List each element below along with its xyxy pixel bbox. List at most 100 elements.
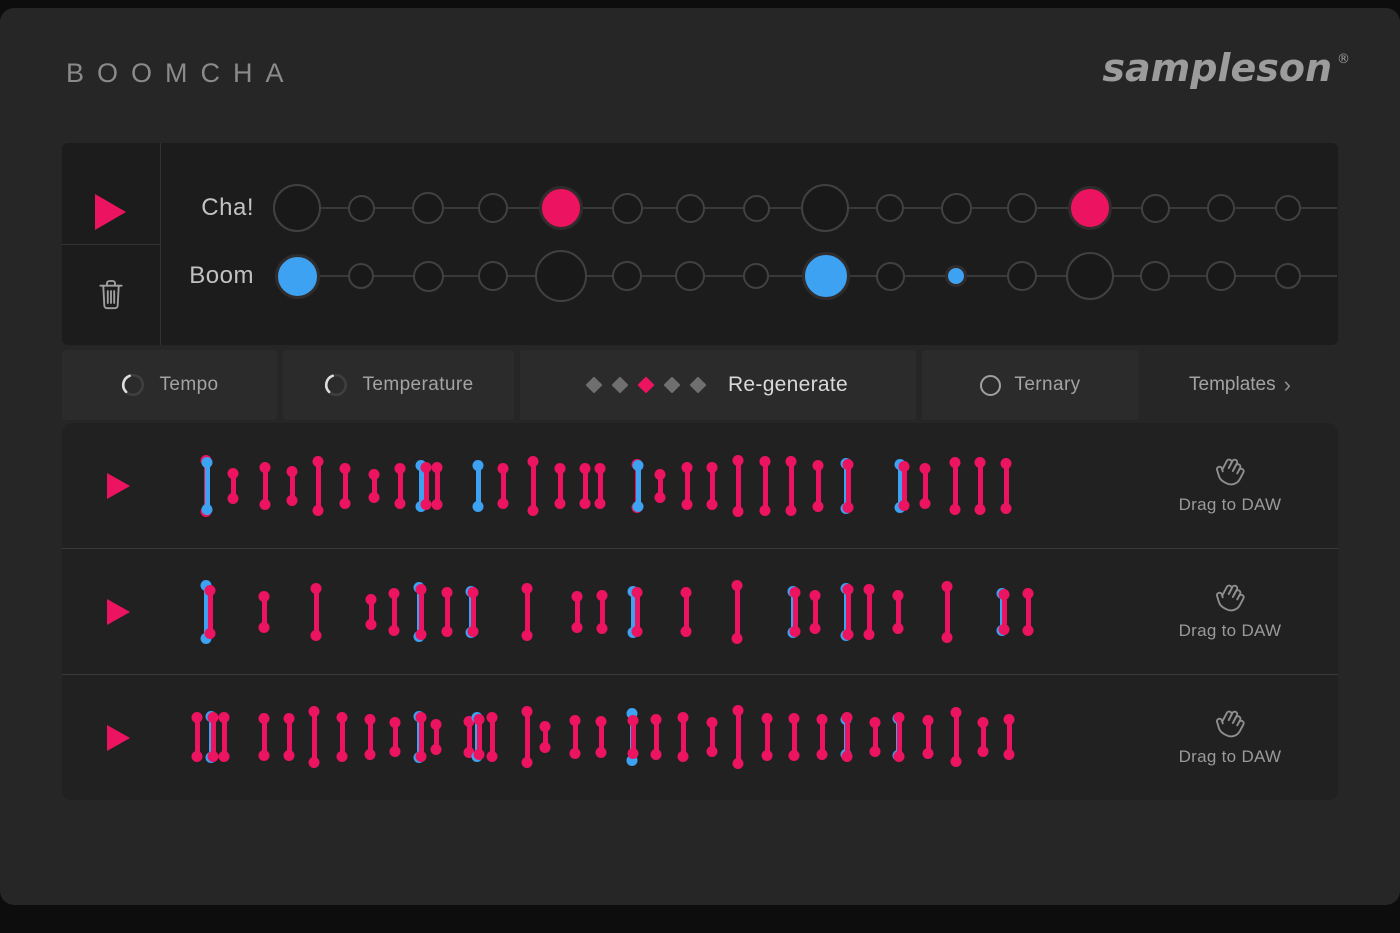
pin-cha <box>262 465 268 507</box>
step-circle[interactable] <box>412 260 444 292</box>
regenerate-diamonds <box>585 376 707 394</box>
ternary-toggle[interactable]: Ternary <box>922 350 1139 420</box>
pin-cha <box>1006 717 1012 757</box>
pin-boom <box>203 583 209 641</box>
step-circle[interactable] <box>1007 261 1037 291</box>
pin-boom <box>630 589 636 635</box>
step-circle[interactable] <box>1068 186 1112 230</box>
regenerate-button[interactable]: Re-generate <box>520 350 916 420</box>
pin-boom <box>635 463 641 509</box>
pin-cha <box>574 594 580 630</box>
regenerate-label: Re-generate <box>727 373 849 396</box>
pin-cha <box>735 458 741 514</box>
step-circle[interactable] <box>675 193 705 223</box>
step-circle[interactable] <box>875 261 905 291</box>
play-button[interactable] <box>95 194 126 230</box>
drag-to-daw-handle[interactable]: Drag to DAW <box>1150 423 1310 548</box>
step-circle[interactable] <box>1207 194 1235 222</box>
step-circle[interactable] <box>1275 195 1301 221</box>
step-circle[interactable] <box>539 186 583 230</box>
pattern-play-button[interactable] <box>107 472 130 499</box>
pin-cha <box>423 465 429 507</box>
regenerate-diamond <box>637 376 655 394</box>
pin-cha <box>634 590 640 634</box>
drag-to-daw-handle[interactable]: Drag to DAW <box>1150 675 1310 800</box>
ternary-radio-icon[interactable] <box>980 374 1002 396</box>
pattern-play-button[interactable] <box>107 724 130 751</box>
temperature-knob-icon[interactable] <box>323 372 349 398</box>
pin-cha <box>489 715 495 759</box>
pattern-row-1[interactable]: Drag to DAW <box>62 423 1338 548</box>
pin-cha <box>598 719 604 755</box>
step-circle[interactable] <box>273 184 321 232</box>
step-circle[interactable] <box>743 263 769 289</box>
pin-cha <box>542 724 548 750</box>
panel-divider-horizontal <box>62 244 160 245</box>
play-icon <box>107 472 130 499</box>
pin-cha <box>866 587 872 637</box>
step-circle[interactable] <box>940 192 972 224</box>
pin-cha <box>709 720 715 754</box>
step-circle[interactable] <box>1275 263 1301 289</box>
pattern-row-2[interactable]: Drag to DAW <box>62 548 1338 674</box>
pin-cha <box>434 465 440 507</box>
step-circle[interactable] <box>876 194 904 222</box>
step-circle[interactable] <box>802 252 850 300</box>
step-circle[interactable] <box>348 263 374 289</box>
pin-cha <box>734 583 740 641</box>
pin-cha <box>1025 591 1031 633</box>
pattern-list: Drag to DAW Drag to DAW Drag to DAW <box>62 423 1338 800</box>
pin-cha <box>500 466 506 506</box>
app-title: BOOMCHA <box>66 58 297 88</box>
drag-to-daw-handle[interactable]: Drag to DAW <box>1150 549 1310 674</box>
pattern-play-button[interactable] <box>107 598 130 625</box>
step-circle[interactable] <box>1066 252 1114 300</box>
templates-button[interactable]: Templates › <box>1145 350 1335 420</box>
pin-cha <box>582 466 588 506</box>
pin-cha <box>597 466 603 506</box>
pin-cha <box>944 584 950 640</box>
regenerate-diamond <box>611 376 629 394</box>
pin-cha <box>901 464 907 508</box>
pin-cha <box>762 459 768 513</box>
step-circle[interactable] <box>742 194 770 222</box>
step-circle[interactable] <box>478 261 508 291</box>
step-circle[interactable] <box>612 261 642 291</box>
step-circle[interactable] <box>1140 261 1170 291</box>
step-row-cha <box>62 143 1338 345</box>
pin-cha <box>230 471 236 501</box>
pin-cha <box>812 593 818 631</box>
pin-cha <box>313 586 319 638</box>
clear-button[interactable] <box>95 277 127 316</box>
hand-icon <box>1215 582 1245 612</box>
step-circle[interactable] <box>675 261 705 291</box>
pin-cha <box>476 717 482 757</box>
pin-cha <box>286 716 292 758</box>
pin-cha <box>764 716 770 758</box>
step-circle[interactable] <box>1140 193 1170 223</box>
pin-boom <box>204 460 210 512</box>
step-circle[interactable] <box>347 194 375 222</box>
pin-boom <box>475 463 481 509</box>
pin-cha <box>289 469 295 503</box>
pattern-row-3[interactable]: Drag to DAW <box>62 674 1338 800</box>
pin-cha <box>925 718 931 756</box>
step-circle[interactable] <box>412 192 444 224</box>
pin-cha <box>952 460 958 512</box>
pin-cha <box>845 587 851 637</box>
step-circle[interactable] <box>478 193 508 223</box>
row-label-cha: Cha! <box>201 194 254 221</box>
tempo-control[interactable]: Tempo <box>62 350 277 420</box>
temperature-control[interactable]: Temperature <box>283 350 514 420</box>
step-circle[interactable] <box>535 250 587 302</box>
step-circle[interactable] <box>1007 193 1037 223</box>
tempo-knob-icon[interactable] <box>120 372 146 398</box>
step-circle[interactable] <box>945 265 967 287</box>
step-circle[interactable] <box>611 192 643 224</box>
pin-cha <box>466 719 472 755</box>
drag-to-daw-label: Drag to DAW <box>1178 495 1282 514</box>
step-circle[interactable] <box>801 184 849 232</box>
step-circle[interactable] <box>274 253 320 299</box>
step-circle[interactable] <box>1206 261 1236 291</box>
pin-cha <box>735 708 741 766</box>
